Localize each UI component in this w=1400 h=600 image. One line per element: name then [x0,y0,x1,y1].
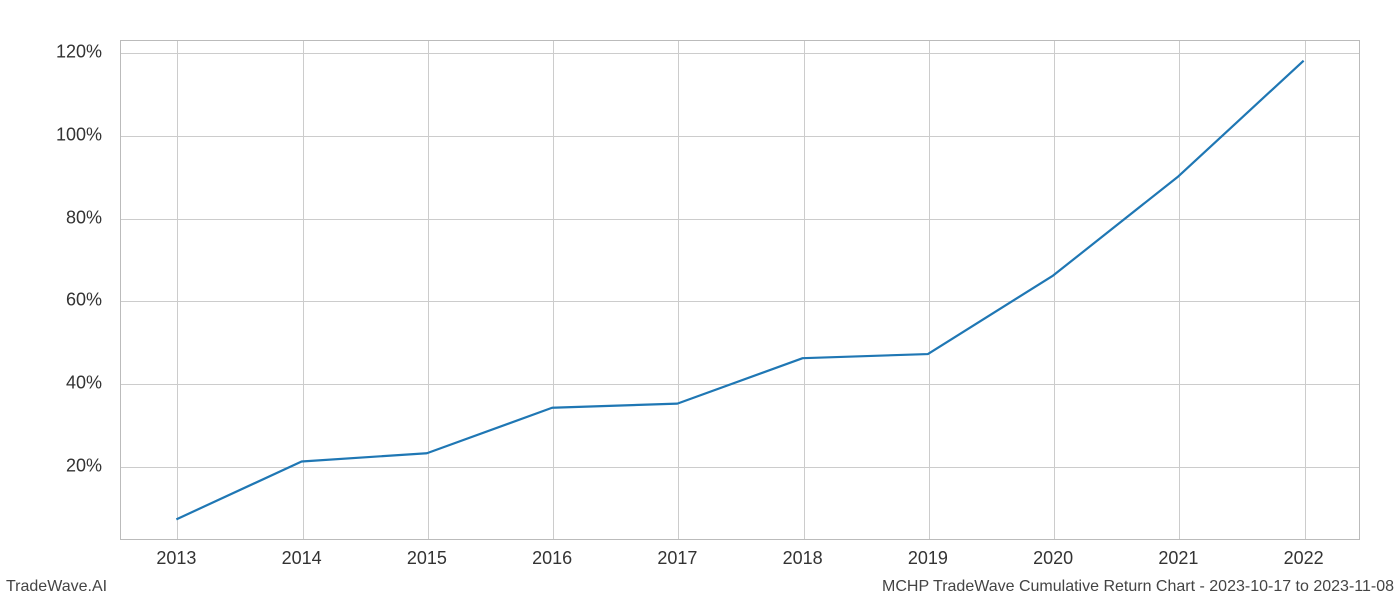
x-tick-label: 2014 [282,548,322,569]
x-tick-label: 2018 [783,548,823,569]
x-tick-label: 2021 [1158,548,1198,569]
y-tick-label: 100% [56,125,102,146]
y-tick-label: 80% [66,207,102,228]
x-tick-label: 2015 [407,548,447,569]
footer-right-text: MCHP TradeWave Cumulative Return Chart -… [882,578,1394,596]
x-tick-label: 2022 [1284,548,1324,569]
y-tick-label: 40% [66,372,102,393]
x-tick-label: 2013 [156,548,196,569]
y-tick-label: 60% [66,290,102,311]
y-tick-label: 20% [66,455,102,476]
x-tick-label: 2019 [908,548,948,569]
chart-svg [120,40,1360,540]
footer-left-text: TradeWave.AI [6,578,107,596]
x-tick-label: 2020 [1033,548,1073,569]
x-tick-label: 2017 [657,548,697,569]
y-tick-label: 120% [56,42,102,63]
chart-line [176,61,1303,520]
x-tick-label: 2016 [532,548,572,569]
chart-container: 2013201420152016201720182019202020212022… [120,40,1360,540]
